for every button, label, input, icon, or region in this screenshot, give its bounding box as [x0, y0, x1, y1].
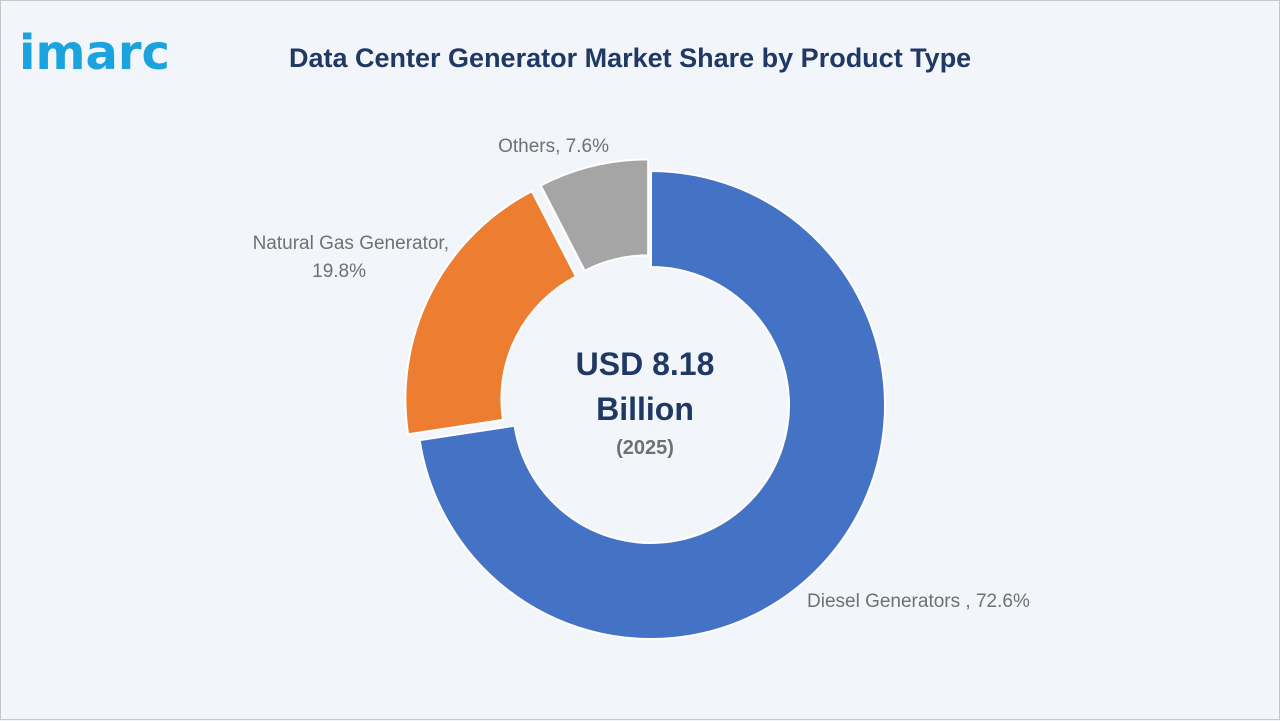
- label-others: Others, 7.6%: [498, 136, 609, 157]
- slice-diesel-generators: [418, 169, 886, 640]
- center-value-line2: Billion: [596, 391, 694, 427]
- imarc-logo: imarc: [19, 25, 170, 81]
- slice-natural-gas-generator: [404, 189, 578, 436]
- chart-title: Data Center Generator Market Share by Pr…: [289, 43, 972, 73]
- label-natural-gas-line2: 19.8%: [312, 261, 366, 282]
- label-diesel: Diesel Generators , 72.6%: [807, 591, 1030, 612]
- label-natural-gas-line1: Natural Gas Generator,: [253, 233, 449, 254]
- slice-others: [539, 158, 650, 273]
- center-year: (2025): [616, 437, 674, 459]
- donut-slices: [404, 158, 886, 640]
- center-value-line1: USD 8.18: [576, 346, 715, 382]
